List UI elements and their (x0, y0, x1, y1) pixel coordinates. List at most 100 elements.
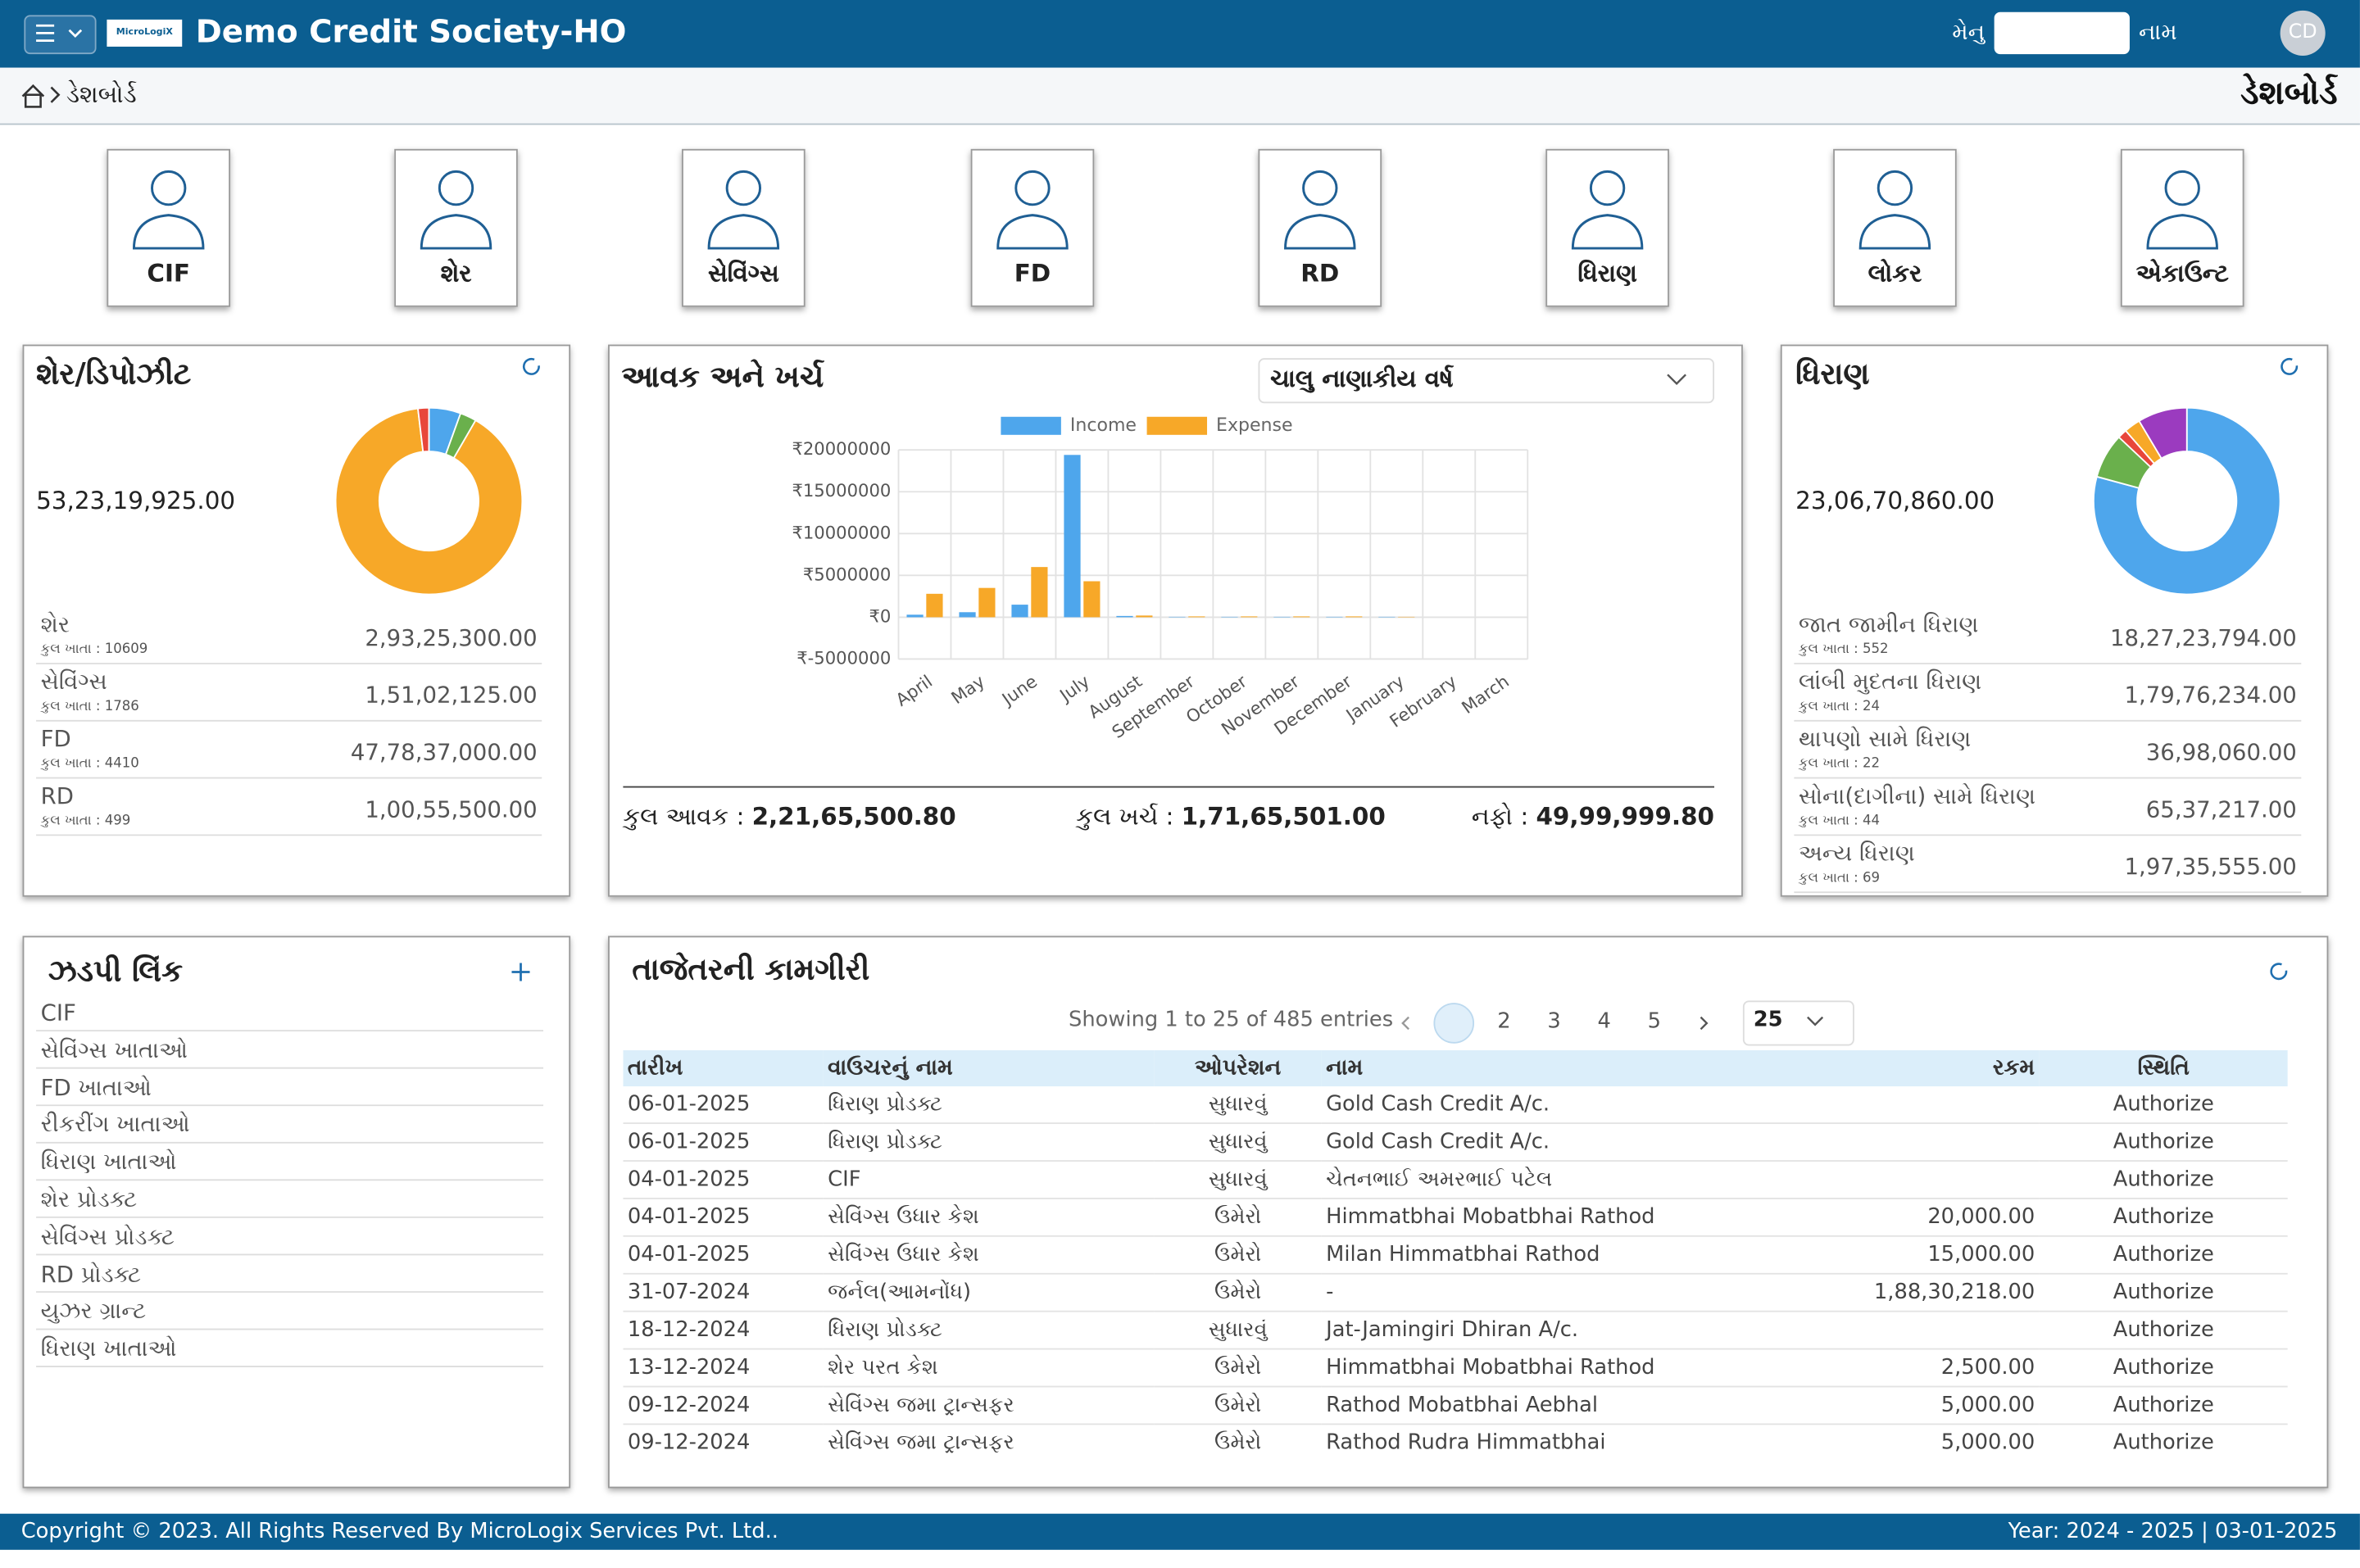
table-row: 04-01-2025 સેવિંગ્સ ઉધાર કેશ ઉમેરો Himmatbh… (623, 1198, 2288, 1237)
cell: ઉમેરો (1154, 1386, 1322, 1425)
cell (1787, 1161, 2040, 1199)
row-amount: 47,78,37,000.00 (350, 738, 538, 766)
row-name: થાપણો સામે ધિરાણ (1798, 725, 1972, 753)
table-row: 13-12-2024 શેર પરત કેશ ઉમેરો Himmatbhai Mob… (623, 1348, 2288, 1388)
cell: Authorize (2039, 1123, 2288, 1162)
page-link[interactable]: 5 (1647, 1009, 1662, 1034)
quick-link[interactable]: CIF (40, 999, 76, 1026)
cell: 31-07-2024 (623, 1273, 824, 1312)
cell: ધિરાણ પ્રોડક્ટ (823, 1123, 1155, 1162)
avatar[interactable]: CD (2280, 10, 2326, 56)
cell (1787, 1086, 2040, 1124)
cell: સુધારવું (1154, 1086, 1322, 1124)
card-title: ધિરાણ (1795, 355, 1870, 392)
breadcrumb-bar (0, 67, 2360, 125)
column-header[interactable]: તારીખ (623, 1050, 824, 1087)
table-row: 04-01-2025 CIF સુધારવું ચેતનભાઈ અમરભાઈ પટેલ… (623, 1161, 2288, 1199)
cell: CIF (823, 1161, 1155, 1199)
menu-search[interactable] (1994, 11, 2130, 55)
row-accounts: કુલ ખાતા : 4410 (40, 756, 139, 773)
cell: Rathod Mobatbhai Aebhal (1321, 1386, 1788, 1425)
cell: Gold Cash Credit A/c. (1321, 1123, 1788, 1162)
logo: MicroLogiX (107, 19, 183, 47)
tile-label: એકાઉન્ટ (2135, 258, 2229, 288)
cell: Authorize (2039, 1198, 2288, 1237)
page-link[interactable]: 1 (1447, 1009, 1461, 1034)
app-title: Demo Credit Society-HO (195, 13, 627, 50)
cell: Himmatbhai Mobatbhai Rathod (1321, 1198, 1788, 1237)
tile-label: લોકર (1868, 258, 1922, 288)
table-row: 09-12-2024 સેવિંગ્સ જમા ટ્રાન્સફર ઉમેરો Rat… (623, 1424, 2288, 1457)
cell (1787, 1311, 2040, 1350)
cell: Milan Himmatbhai Rathod (1321, 1235, 1788, 1275)
quick-link[interactable]: શેર પ્રોડક્ટ (40, 1185, 138, 1213)
row-amount: 1,97,35,555.00 (2124, 853, 2297, 881)
table-row: 31-07-2024 જર્નલ(આમનોંધ) ઉમેરો -1,88,30,218… (623, 1273, 2288, 1312)
cell: 06-01-2025 (623, 1123, 824, 1162)
quick-link[interactable]: ધિરાણ ખાતાઓ (40, 1148, 177, 1176)
copyright: Copyright © 2023. All Rights Reserved By… (20, 1520, 778, 1544)
column-header[interactable]: ઓપરેશન (1154, 1050, 1322, 1087)
row-amount: 2,93,25,300.00 (365, 624, 538, 652)
summary-item: નફો :49,99,999.80 (1355, 802, 1714, 832)
period-select[interactable] (1258, 358, 1715, 404)
activity-table: તારીખ વાઉચરનું નામ ઓપરેશન નામ રકમ સ્થિતિ 06-01… (623, 1050, 2288, 1457)
name-label: નામ (2138, 18, 2177, 46)
page-link[interactable]: 2 (1497, 1009, 1511, 1034)
cell: 5,000.00 (1787, 1386, 2040, 1425)
quick-link[interactable]: રીકરીંગ ખાતાઓ (40, 1111, 190, 1139)
table-row: 09-12-2024 સેવિંગ્સ જમા ટ્રાન્સફર ઉમેરો Rat… (623, 1386, 2288, 1425)
page-link[interactable]: 3 (1547, 1009, 1561, 1034)
quick-link[interactable]: યુઝર ગ્રાન્ટ (40, 1297, 147, 1326)
row-accounts: કુલ ખાતા : 22 (1798, 756, 1881, 773)
row-name: અન્ય ધિરાણ (1798, 839, 1915, 867)
cell: Authorize (2039, 1386, 2288, 1425)
row-amount: 1,79,76,234.00 (2124, 682, 2297, 709)
quick-link[interactable]: સેવિંગ્સ પ્રોડક્ટ (40, 1222, 175, 1250)
cell (1787, 1123, 2040, 1162)
quick-link[interactable]: FD ખાતાઓ (40, 1073, 152, 1101)
cell: સેવિંગ્સ ઉધાર કેશ (823, 1198, 1155, 1237)
column-header[interactable]: નામ (1321, 1050, 1788, 1087)
cell: Authorize (2039, 1311, 2288, 1350)
breadcrumb-current: ડેશબોર્ડ (66, 79, 137, 109)
card-title: તાજેતરની કામગીરી (632, 950, 870, 987)
cell: Authorize (2039, 1235, 2288, 1275)
table-row: 18-12-2024 ધિરાણ પ્રોડક્ટ સુધારવું Jat-Jami… (623, 1311, 2288, 1350)
page-link[interactable]: 4 (1597, 1009, 1611, 1034)
page-size-select[interactable] (1742, 1000, 1854, 1046)
tile-label: FD (1014, 258, 1051, 288)
tile-label: શેર (440, 258, 472, 288)
cell: 09-12-2024 (623, 1386, 824, 1425)
row-name: લાંબી મુદતના ધિરાણ (1798, 668, 1982, 696)
column-header[interactable]: રકમ (1787, 1050, 2040, 1087)
row-name: RD (40, 782, 74, 810)
row-accounts: કુલ ખાતા : 499 (40, 813, 131, 830)
quick-link[interactable]: ધિરાણ ખાતાઓ (40, 1335, 177, 1362)
summary-value: 2,21,65,500.80 (751, 801, 956, 831)
cell: - (1321, 1273, 1788, 1312)
quick-link[interactable]: RD પ્રોડક્ટ (40, 1260, 142, 1288)
quick-link[interactable]: સેવિંગ્સ ખાતાઓ (40, 1036, 188, 1064)
column-header[interactable]: સ્થિતિ (2039, 1050, 2288, 1087)
cell: ઉમેરો (1154, 1273, 1322, 1312)
cell: 15,000.00 (1787, 1235, 2040, 1275)
income-expense-card (608, 344, 1743, 897)
row-name: જાત જામીન ધિરાણ (1798, 610, 1979, 638)
cell: સેવિંગ્સ ઉધાર કેશ (823, 1235, 1155, 1275)
cell: ધિરાણ પ્રોડક્ટ (823, 1086, 1155, 1124)
total: 53,23,19,925.00 (36, 486, 236, 515)
cell: Rathod Rudra Himmatbhai (1321, 1424, 1788, 1457)
cell: જર્નલ(આમનોંધ) (823, 1273, 1155, 1312)
row-name: શેર (40, 610, 70, 638)
period-text: ચાલુ નાણાકીય વર્ષ (1270, 364, 1454, 393)
column-header[interactable]: વાઉચરનું નામ (823, 1050, 1155, 1087)
row-amount: 1,00,55,500.00 (365, 795, 538, 823)
row-name: સોના(દાગીના) સામે ધિરાણ (1798, 782, 2036, 810)
row-accounts: કુલ ખાતા : 552 (1798, 642, 1889, 658)
row-accounts: કુલ ખાતા : 10609 (40, 642, 148, 658)
row-amount: 36,98,060.00 (2145, 738, 2297, 766)
menu-toggle[interactable] (24, 15, 97, 55)
cell: ઉમેરો (1154, 1424, 1322, 1457)
row-name: FD (40, 725, 71, 753)
